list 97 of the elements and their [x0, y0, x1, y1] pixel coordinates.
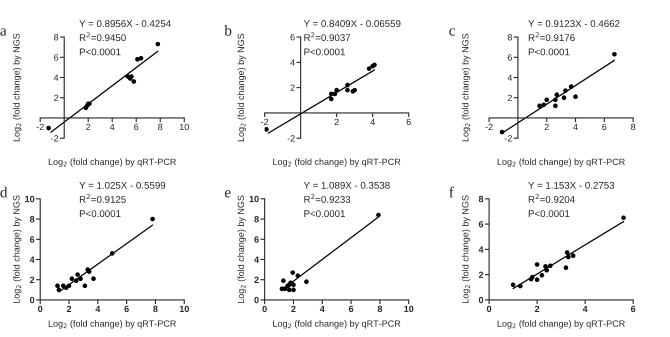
x-tick-label: 4	[95, 306, 100, 312]
y-tick-label: 4	[478, 246, 484, 253]
annotation: P<0.0001	[304, 48, 345, 56]
text: Y = 0.9123X - 0.4662	[528, 20, 620, 28]
y-axis-title: Log$_{2}$ (fold change) by NGS	[462, 195, 470, 304]
x-axis-title: Log$_{2}$ (fold change) by qRT-PCR	[273, 320, 400, 329]
annotation: R$^{2}$=0.9037	[304, 32, 350, 42]
chart-title: f	[449, 186, 454, 198]
y-tick-label: 6	[478, 221, 484, 228]
x-tick-label: 0	[38, 306, 42, 312]
y-tick-label: 2	[30, 276, 34, 283]
annotation: R$^{2}$=0.9176	[528, 32, 575, 42]
y-axis-title: Log$_{2}$ (fold change) by NGS	[237, 34, 246, 142]
x-tick-label: 4	[370, 118, 375, 125]
x-axis-title: Log$_{2}$ (fold change) by qRT-PCR	[273, 158, 400, 167]
chart-title: e	[224, 190, 231, 198]
y-axis-title: Log$_{2}$ (fold change) by NGS	[12, 195, 22, 304]
text: Y = 0.8956X - 0.4254	[79, 20, 171, 28]
x-tick-label: 2	[334, 118, 339, 125]
x-tick-label: 0	[486, 306, 492, 312]
text: Y = 1.153X - 0.2753	[528, 182, 614, 189]
y-axis-title: Log$_{2}$ (fold change) by NGS	[12, 34, 22, 142]
text: Y = 1.025X - 0.5599	[79, 182, 166, 189]
y-tick-label: 10	[250, 196, 259, 202]
x-tick-label: 6	[124, 306, 129, 312]
chart-title: b	[224, 24, 232, 36]
y-tick-label: 6	[508, 54, 512, 61]
x-tick-label: 8	[378, 306, 382, 312]
x-tick-label: 8	[158, 124, 162, 130]
annotation: P<0.0001	[528, 210, 570, 218]
y-tick-label: 6	[254, 236, 259, 243]
y-axis-title: Log$_{2}$ (fold change) by NGS	[462, 34, 470, 142]
x-tick-label: 6	[630, 306, 636, 312]
x-tick-label: -2	[261, 118, 268, 125]
x-tick-label: 6	[134, 124, 138, 130]
x-tick-label: 10	[404, 306, 414, 312]
x-axis-title: Log$_{2}$ (fold change) by qRT-PCR	[498, 158, 625, 167]
x-tick-label: 8	[153, 306, 158, 312]
annotation: R$^{2}$=0.9450	[80, 32, 126, 42]
y-tick-label: 8	[254, 216, 259, 222]
text: Y = 1.089X - 0.3538	[304, 182, 390, 189]
annotation: P<0.0001	[80, 210, 121, 218]
y-tick-label: 0	[254, 296, 259, 304]
y-tick-label: 4	[54, 74, 58, 81]
y-tick-label: 10	[25, 196, 34, 202]
x-tick-label: 4	[582, 306, 588, 312]
y-tick-label: 4	[508, 74, 512, 81]
y-tick-label: 6	[290, 34, 295, 40]
x-tick-label: 2	[544, 124, 549, 130]
annotation: R$^{2}$=0.9233	[304, 194, 350, 203]
chart-title: a	[0, 28, 6, 36]
x-tick-label: 4	[573, 124, 578, 130]
y-tick-label: 2	[54, 94, 58, 101]
x-tick-label: 2	[86, 124, 90, 130]
y-tick-label: 6	[54, 54, 58, 61]
x-tick-label: 2	[534, 306, 540, 312]
y-tick-label: -2	[287, 135, 295, 142]
y-tick-label: 8	[54, 34, 58, 40]
chart-title: c	[449, 28, 456, 36]
y-tick-label: 8	[30, 216, 34, 222]
x-tick-label: -2	[485, 124, 493, 130]
x-tick-label: 4	[110, 124, 114, 130]
x-tick-label: 4	[320, 306, 325, 312]
annotation: P<0.0001	[528, 48, 570, 56]
y-tick-label: 0	[478, 296, 484, 304]
y-tick-label: -2	[51, 135, 58, 142]
x-tick-label: 0	[262, 306, 267, 312]
x-tick-label: 2	[66, 306, 72, 312]
x-tick-label: -2	[36, 124, 44, 130]
y-tick-label: 2	[508, 94, 512, 101]
x-tick-label: 6	[602, 124, 606, 130]
y-tick-label: 4	[254, 256, 260, 263]
annotation: R$^{2}$=0.9125	[80, 194, 126, 203]
y-tick-label: 6	[30, 236, 34, 243]
y-tick-label: 8	[478, 196, 484, 202]
y-tick-label: 2	[290, 84, 295, 91]
x-axis-title: Log$_{2}$ (fold change) by qRT-PCR	[48, 320, 176, 329]
annotation: R$^{2}$=0.9204	[528, 194, 575, 203]
y-axis-title: Log$_{2}$ (fold change) by NGS	[237, 195, 246, 304]
y-tick-label: -2	[504, 135, 512, 142]
y-tick-label: 4	[290, 59, 295, 66]
y-tick-label: 2	[478, 272, 484, 278]
annotation: P<0.0001	[304, 210, 345, 218]
x-tick-label: 6	[406, 118, 411, 126]
text: Y = 0.8409X - 0.06559	[304, 20, 400, 28]
chart-title: d	[0, 186, 8, 198]
x-axis-title: Log$_{2}$ (fold change) by qRT-PCR	[498, 320, 625, 329]
x-tick-label: 10	[180, 124, 189, 130]
x-axis-title: Log$_{2}$ (fold change) by qRT-PCR	[48, 158, 176, 167]
x-tick-label: 8	[631, 124, 636, 130]
y-tick-label: 8	[508, 34, 512, 40]
y-tick-label: 2	[254, 276, 259, 283]
y-tick-label: 0	[30, 296, 34, 304]
annotation: P<0.0001	[80, 48, 121, 56]
x-tick-label: 6	[348, 306, 354, 312]
x-tick-label: 10	[180, 306, 189, 312]
y-tick-label: 4	[30, 256, 35, 263]
